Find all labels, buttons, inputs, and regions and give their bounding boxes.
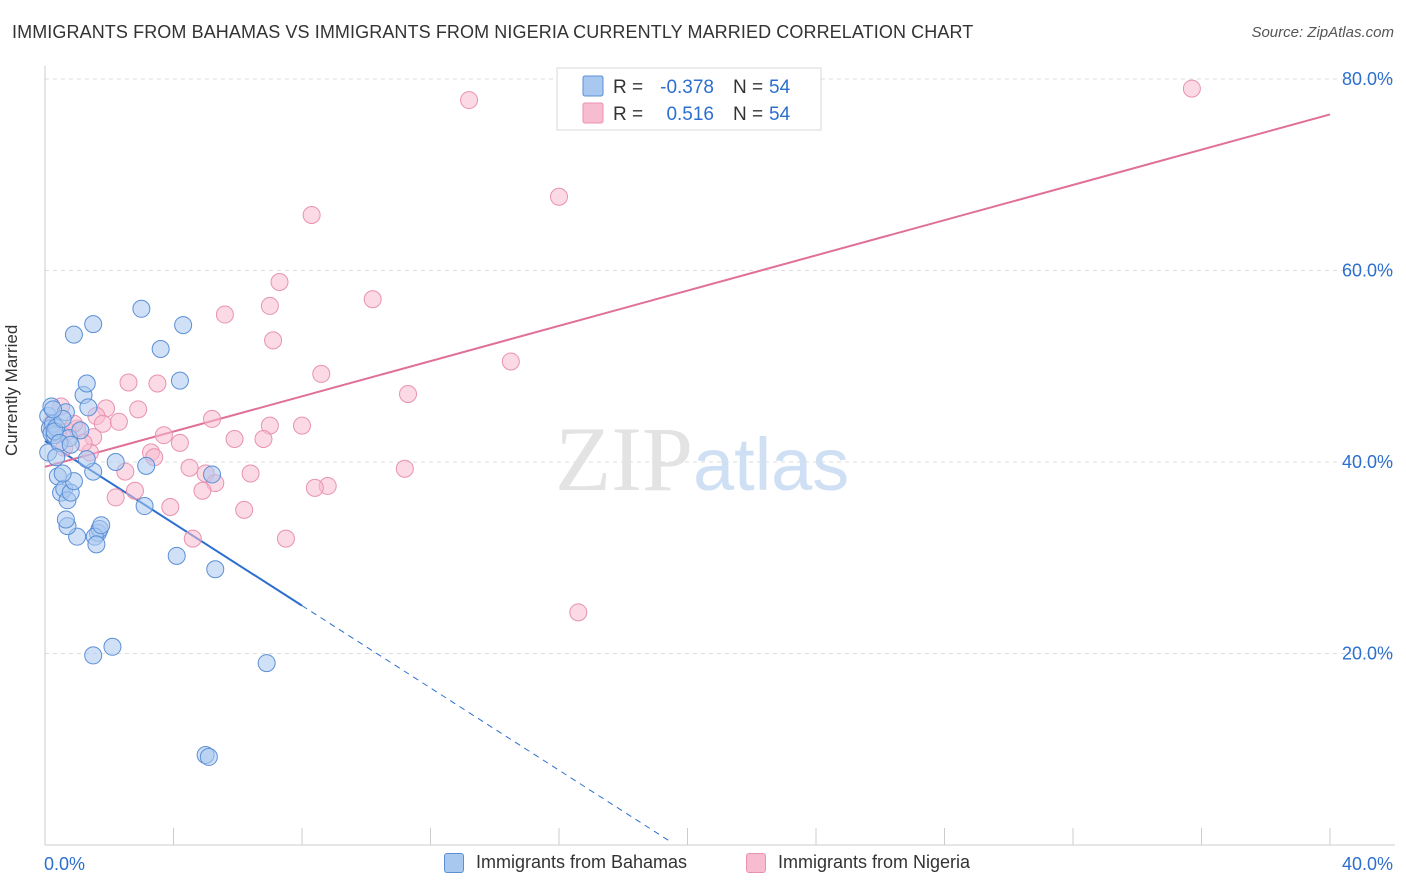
point-nigeria [550,187,568,206]
stats-n-value: 54 [769,104,791,125]
point-bahamas [44,400,63,419]
point-nigeria [161,498,180,517]
point-nigeria [293,416,311,435]
legend-label-nigeria: Immigrants from Nigeria [778,852,971,872]
point-nigeria [170,433,189,452]
chart-title: IMMIGRANTS FROM BAHAMAS VS IMMIGRANTS FR… [12,22,974,42]
chart-source: Source: ZipAtlas.com [1251,24,1394,41]
point-nigeria [312,364,331,383]
point-nigeria [203,409,222,428]
data-points [39,79,1201,766]
point-bahamas [87,535,106,554]
point-nigeria [119,373,138,392]
point-nigeria [460,91,479,110]
point-bahamas [203,465,222,484]
point-nigeria [276,529,295,548]
point-nigeria [129,400,148,419]
trendline-nigeria [44,113,1331,468]
point-bahamas [103,637,122,656]
point-nigeria [193,481,212,500]
point-nigeria [363,290,382,309]
point-nigeria [260,296,279,315]
legend-swatch-bahamas [444,852,464,873]
point-nigeria [399,385,418,404]
legend-label-bahamas: Immigrants from Bahamas [476,852,688,872]
stats-r-value: 0.516 [666,104,714,125]
y-tick-label: 40.0% [1342,452,1393,472]
point-bahamas [167,546,186,565]
watermark-text: ZIPatlas [555,408,849,510]
stats-n-value: 54 [769,77,791,98]
point-nigeria [270,272,289,291]
point-nigeria [148,374,167,393]
point-bahamas [151,340,170,359]
point-bahamas [84,315,103,334]
point-nigeria [109,412,128,431]
stats-n-label: N = [733,104,763,125]
point-nigeria [183,529,202,548]
stats-r-value: -0.378 [660,77,714,98]
point-nigeria [235,500,254,519]
point-bahamas [106,453,125,471]
series-legend: Immigrants from Bahamas Immigrants from … [0,852,1406,878]
x-tick-label: 0.0% [44,854,85,874]
y-tick-label: 60.0% [1342,261,1393,281]
point-nigeria [241,464,260,483]
stats-r-label: R = [613,77,643,98]
point-nigeria [106,488,125,507]
point-bahamas [53,464,72,483]
point-bahamas [79,398,98,417]
point-bahamas [135,497,154,516]
x-tick-labels: 0.0% 40.0% [44,854,1393,874]
stats-swatch-nigeria [582,102,604,124]
point-bahamas [64,325,83,344]
point-nigeria [215,305,234,324]
point-nigeria [569,603,588,622]
point-bahamas [84,646,103,665]
point-bahamas [170,371,189,390]
point-nigeria [395,459,414,478]
point-bahamas [77,374,96,393]
point-nigeria [154,426,173,445]
point-bahamas [206,560,225,579]
x-tick-label: 40.0% [1342,854,1393,874]
trendline-bahamas-extension [301,605,669,841]
point-bahamas [174,316,193,335]
point-bahamas [56,510,75,529]
watermark: ZIPatlas [555,408,849,510]
point-bahamas [132,299,151,318]
stats-r-label: R = [613,104,643,125]
point-bahamas [92,516,111,535]
point-nigeria [180,458,199,477]
point-nigeria [125,481,144,500]
point-nigeria [1182,79,1201,98]
stats-legend: R = -0.378 N = 54 R = 0.516 N = 54 [556,67,822,131]
point-bahamas [47,448,66,467]
point-bahamas [137,456,156,475]
point-nigeria [264,331,283,350]
stats-n-label: N = [733,77,763,98]
point-nigeria [305,478,324,497]
point-bahamas [199,747,218,766]
stats-swatch-bahamas [582,75,604,97]
legend-swatch-nigeria [746,852,766,873]
gridlines [45,78,1395,654]
point-nigeria [302,205,321,224]
y-tick-labels: 20.0% 40.0% 60.0% 80.0% [1342,69,1393,664]
point-bahamas [257,654,276,673]
point-bahamas [77,450,96,469]
point-nigeria [501,352,520,371]
point-nigeria [225,430,244,449]
point-bahamas [61,435,80,454]
point-bahamas [71,421,90,440]
point-nigeria [254,430,273,449]
legend-item-bahamas[interactable]: Immigrants from Bahamas [444,852,687,873]
legend-item-nigeria[interactable]: Immigrants from Nigeria [746,852,970,873]
y-tick-label: 80.0% [1342,69,1393,89]
y-tick-label: 20.0% [1342,644,1393,664]
